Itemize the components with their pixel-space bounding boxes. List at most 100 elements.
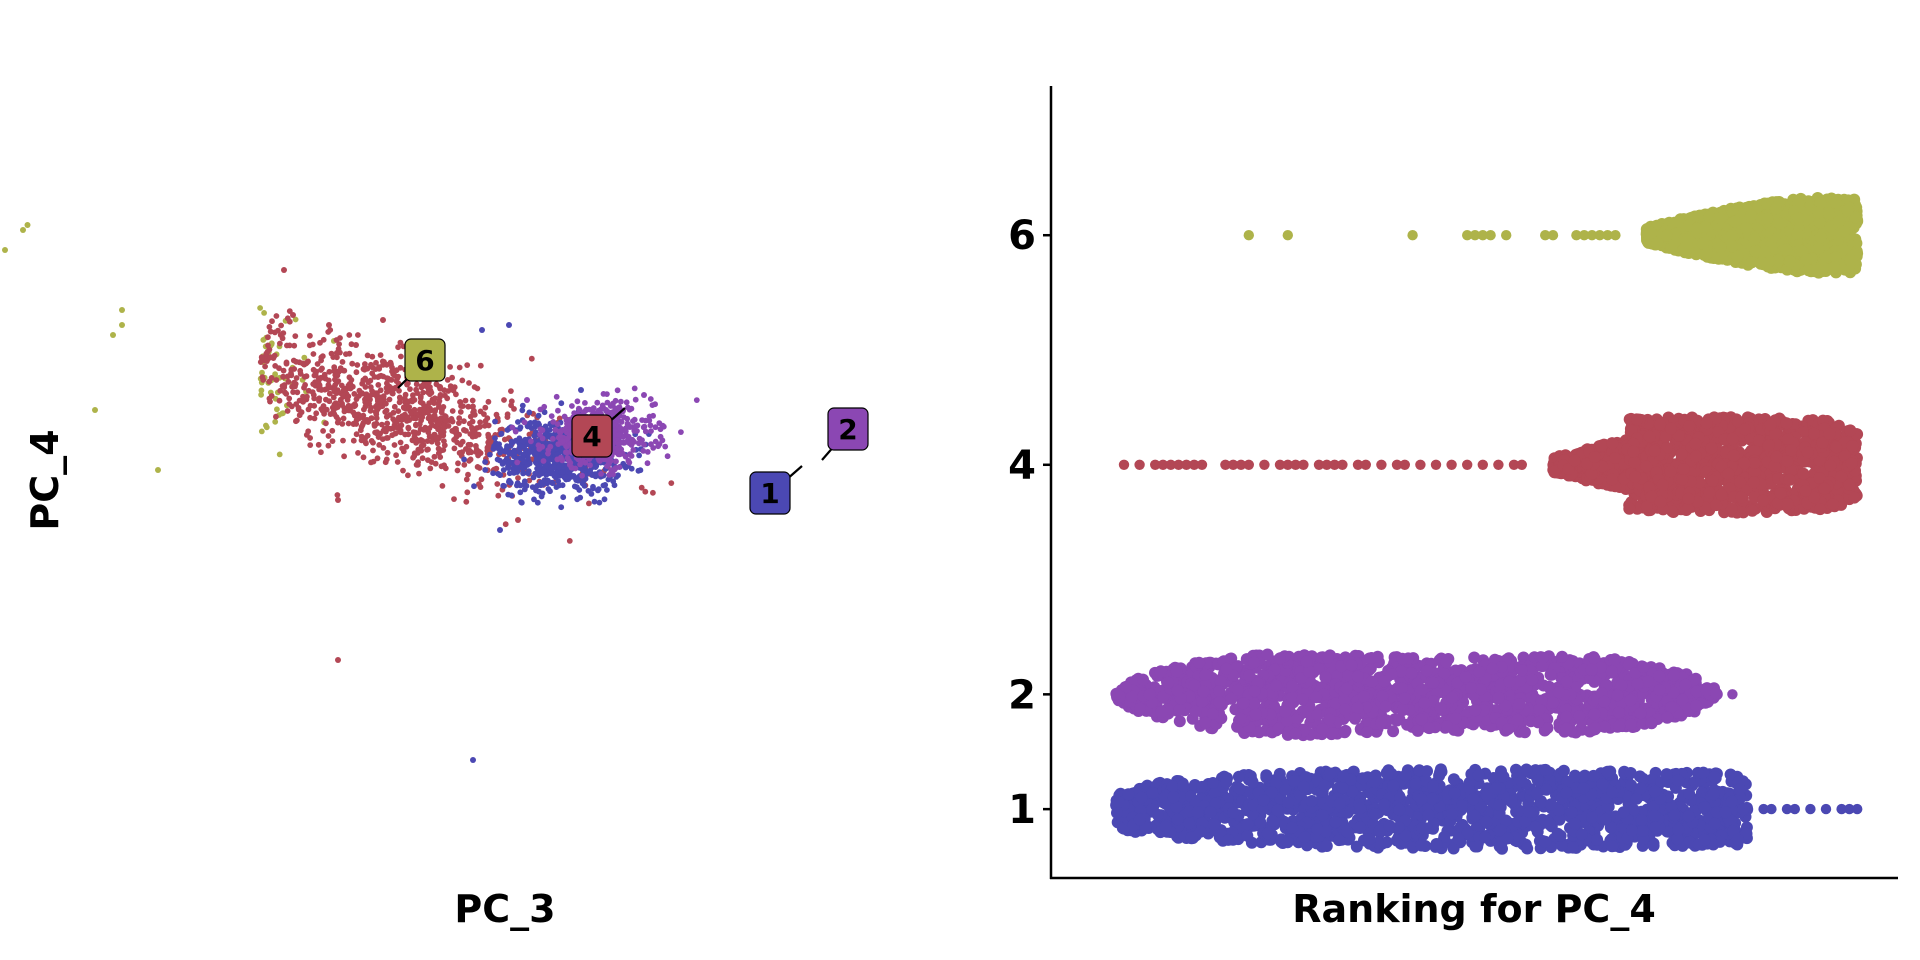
scatter-point-cluster-4 [380, 445, 387, 451]
scatter-point-cluster-4 [427, 465, 434, 472]
scatter-point-cluster-1 [519, 407, 526, 414]
scatter-point-cluster-4 [303, 373, 310, 380]
scatter-point-cluster-4 [291, 342, 298, 349]
scatter-point-cluster-4 [370, 458, 377, 465]
scatter-point-cluster-4 [285, 378, 292, 385]
scatter-point-cluster-4 [526, 477, 533, 484]
scatter-point-cluster-1 [531, 496, 537, 503]
beeswarm-point-6 [1761, 212, 1774, 225]
x-axis-label-pc3: PC_3 [454, 887, 555, 931]
scatter-outlier-cluster-1 [506, 322, 512, 328]
scatter-point-cluster-1 [533, 456, 540, 462]
scatter-point-cluster-4 [481, 411, 487, 417]
scatter-point-cluster-1 [482, 467, 489, 473]
scatter-outlier-cluster-1 [479, 327, 485, 333]
scatter-point-cluster-4 [298, 409, 305, 416]
scatter-point-cluster-4 [307, 414, 313, 421]
scatter-point-cluster-4 [361, 366, 368, 373]
scatter-point-cluster-4 [272, 363, 279, 369]
beeswarm-point-6 [1731, 250, 1744, 263]
scatter-point-cluster-1 [590, 485, 596, 492]
scatter-point-cluster-4 [306, 342, 313, 349]
scatter-point-cluster-4 [428, 438, 435, 445]
cluster-label-1: 1 [760, 477, 779, 510]
scatter-point-cluster-2 [631, 416, 638, 423]
scatter-point-cluster-2 [528, 438, 534, 445]
scatter-point-cluster-4 [275, 327, 281, 334]
beeswarm-point-6 [1714, 212, 1727, 225]
scatter-point-cluster-1 [487, 451, 493, 458]
scatter-point-cluster-1 [520, 469, 526, 476]
scatter-point-cluster-4 [566, 538, 573, 544]
scatter-point-cluster-4 [260, 377, 267, 383]
scatter-point-cluster-4 [267, 398, 273, 405]
scatter-point-cluster-4 [290, 389, 296, 395]
scatter-point-cluster-4 [394, 459, 401, 465]
scatter-point-cluster-4 [348, 341, 355, 348]
scatter-point-cluster-4 [293, 375, 300, 381]
scatter-point-cluster-4 [471, 407, 477, 414]
scatter-point-cluster-4 [370, 447, 376, 454]
scatter-point-cluster-4 [383, 400, 389, 407]
scatter-point-cluster-4 [417, 399, 424, 406]
scatter-point-cluster-1 [482, 459, 488, 465]
scatter-point-cluster-4 [358, 413, 365, 420]
scatter-point-cluster-2 [594, 399, 601, 406]
scatter-point-cluster-4 [393, 452, 399, 459]
scatter-point-cluster-4 [314, 361, 321, 367]
scatter-point-cluster-1 [529, 484, 536, 490]
scatter-point-cluster-1 [560, 469, 566, 475]
scatter-point-cluster-2 [560, 438, 566, 445]
scatter-point-cluster-2 [562, 425, 569, 432]
scatter-point-cluster-2 [678, 429, 684, 435]
scatter-point-cluster-4 [380, 393, 387, 400]
scatter-point-cluster-1 [524, 423, 531, 430]
scatter-point-cluster-4 [310, 381, 317, 387]
scatter-point-cluster-6 [259, 369, 265, 376]
scatter-outlier-cluster-4 [290, 312, 296, 318]
scatter-point-cluster-4 [283, 360, 290, 367]
beeswarm-point-6 [1748, 233, 1761, 246]
beeswarm-point-4 [1360, 459, 1372, 470]
scatter-point-cluster-4 [384, 420, 391, 427]
scatter-outlier-cluster-1 [470, 757, 476, 763]
scatter-point-cluster-4 [356, 387, 363, 394]
scatter-point-cluster-4 [333, 390, 340, 396]
scatter-point-cluster-1 [549, 480, 556, 487]
scatter-point-cluster-2 [609, 409, 615, 416]
scatter-point-cluster-4 [469, 424, 475, 431]
scatter-point-cluster-1 [461, 456, 467, 463]
scatter-point-cluster-4 [485, 442, 492, 448]
scatter-point-cluster-4 [421, 426, 427, 433]
scatter-point-cluster-4 [318, 367, 324, 373]
scatter-point-cluster-4 [273, 413, 279, 420]
scatter-point-cluster-6 [301, 354, 308, 361]
scatter-point-cluster-4 [441, 422, 447, 429]
scatter-point-cluster-4 [375, 382, 382, 388]
beeswarm-point-6 [1814, 231, 1827, 244]
scatter-point-cluster-1 [506, 459, 513, 466]
scatter-point-cluster-4 [424, 438, 431, 444]
scatter-point-cluster-2 [582, 400, 588, 406]
scatter-point-cluster-4 [419, 438, 426, 444]
scatter-point-cluster-4 [337, 335, 343, 341]
scatter-point-cluster-4 [388, 377, 395, 383]
scatter-outlier-cluster-6 [92, 407, 98, 413]
scatter-point-cluster-4 [382, 425, 389, 432]
scatter-point-cluster-2 [580, 409, 587, 416]
beeswarm-point-4 [1844, 424, 1857, 437]
scatter-point-cluster-4 [416, 470, 422, 477]
scatter-point-cluster-4 [431, 453, 438, 460]
beeswarm-point-4 [1376, 459, 1387, 470]
beeswarm-point-6 [1770, 202, 1782, 215]
scatter-point-cluster-4 [508, 398, 515, 405]
scatter-point-cluster-4 [341, 453, 347, 460]
scatter-point-cluster-1 [520, 451, 527, 458]
scatter-point-cluster-1 [517, 489, 524, 496]
scatter-point-cluster-4 [485, 434, 492, 440]
scatter-point-cluster-4 [389, 385, 396, 392]
scatter-point-cluster-4 [297, 367, 304, 374]
scatter-point-cluster-4 [398, 353, 404, 360]
scatter-point-cluster-1 [507, 479, 514, 486]
